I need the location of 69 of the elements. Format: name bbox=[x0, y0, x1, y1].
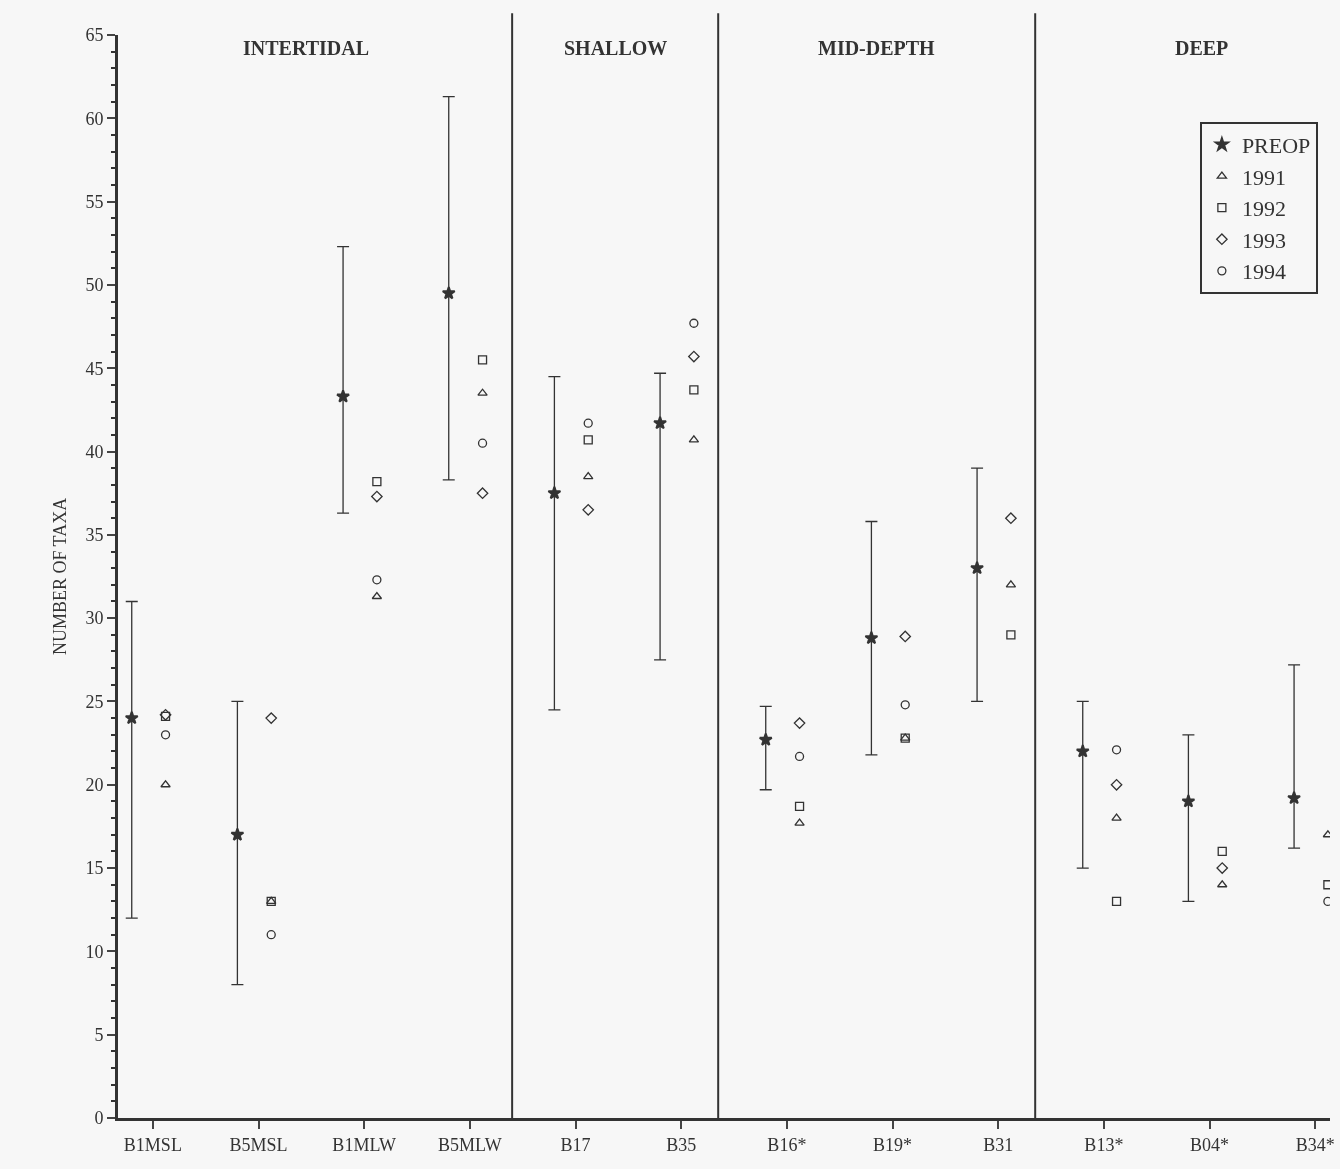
point bbox=[1005, 512, 1017, 525]
y-tick-label: 30 bbox=[85, 608, 104, 629]
x-tick-label: B17 bbox=[560, 1134, 591, 1155]
x-tick-label: B1MLW bbox=[332, 1134, 397, 1155]
y-tick-label: 50 bbox=[85, 275, 104, 296]
x-tick-label: B5MSL bbox=[229, 1134, 288, 1155]
point bbox=[265, 712, 278, 724]
legend-label: 1993 bbox=[1241, 227, 1286, 253]
y-tick-label: 10 bbox=[85, 941, 104, 962]
annotation: MID-DEPTH bbox=[818, 37, 936, 59]
y-tick-label: 35 bbox=[85, 525, 104, 546]
point bbox=[1110, 778, 1123, 791]
point bbox=[1111, 813, 1122, 821]
y-tick-label: 45 bbox=[85, 358, 104, 379]
x-tick-label: B04* bbox=[1190, 1134, 1230, 1155]
point bbox=[477, 438, 488, 448]
point bbox=[372, 575, 382, 585]
point bbox=[160, 730, 171, 740]
y-tick-label: 20 bbox=[85, 775, 104, 796]
point bbox=[266, 930, 276, 940]
legend-label: 1992 bbox=[1241, 196, 1286, 222]
point bbox=[794, 801, 805, 812]
point bbox=[583, 435, 593, 445]
point bbox=[476, 487, 489, 500]
legend-label: PREOP bbox=[1241, 133, 1311, 159]
point bbox=[1217, 846, 1227, 857]
point bbox=[1111, 745, 1122, 755]
point bbox=[794, 818, 805, 826]
point bbox=[477, 355, 488, 365]
x-tick-label: B1MSL bbox=[123, 1134, 182, 1155]
point bbox=[1111, 896, 1122, 907]
point bbox=[793, 717, 806, 729]
point bbox=[583, 418, 593, 428]
annotation: SHALLOW bbox=[564, 37, 668, 59]
y-tick-label: 15 bbox=[85, 858, 104, 879]
legend-label: 1991 bbox=[1241, 164, 1286, 190]
y-tick-label: 25 bbox=[85, 691, 104, 712]
y-tick-label: 5 bbox=[94, 1024, 104, 1045]
y-tick-label: 60 bbox=[85, 108, 104, 129]
point bbox=[371, 490, 383, 503]
x-tick-label: B13* bbox=[1084, 1134, 1124, 1155]
x-tick-label: B16* bbox=[767, 1134, 807, 1155]
point bbox=[688, 350, 700, 363]
x-tick-label: B34* bbox=[1295, 1134, 1335, 1155]
point bbox=[689, 385, 699, 395]
point bbox=[900, 700, 910, 710]
legend-label: 1994 bbox=[1241, 259, 1286, 285]
point bbox=[794, 751, 805, 762]
point bbox=[689, 318, 699, 328]
point bbox=[1006, 630, 1016, 640]
point bbox=[477, 388, 488, 396]
point bbox=[582, 471, 594, 480]
point bbox=[371, 591, 383, 600]
annotation: DEEP bbox=[1175, 37, 1229, 59]
point bbox=[160, 780, 171, 788]
x-tick-label: B35 bbox=[666, 1134, 697, 1155]
point bbox=[1216, 862, 1229, 874]
x-tick-label: B5MLW bbox=[438, 1134, 502, 1155]
y-axis-title: NUMBER OF TAXA bbox=[49, 497, 70, 656]
x-tick-label: B31 bbox=[983, 1134, 1014, 1155]
y-tick-label: 0 bbox=[94, 1108, 104, 1129]
point bbox=[899, 630, 912, 643]
y-tick-label: 55 bbox=[85, 191, 104, 212]
point bbox=[582, 504, 595, 516]
x-tick-label: B19* bbox=[873, 1134, 913, 1155]
y-tick-label: 65 bbox=[85, 25, 104, 46]
y-tick-label: 40 bbox=[85, 441, 104, 462]
point bbox=[372, 476, 382, 487]
annotation: INTERTIDAL bbox=[243, 37, 369, 59]
